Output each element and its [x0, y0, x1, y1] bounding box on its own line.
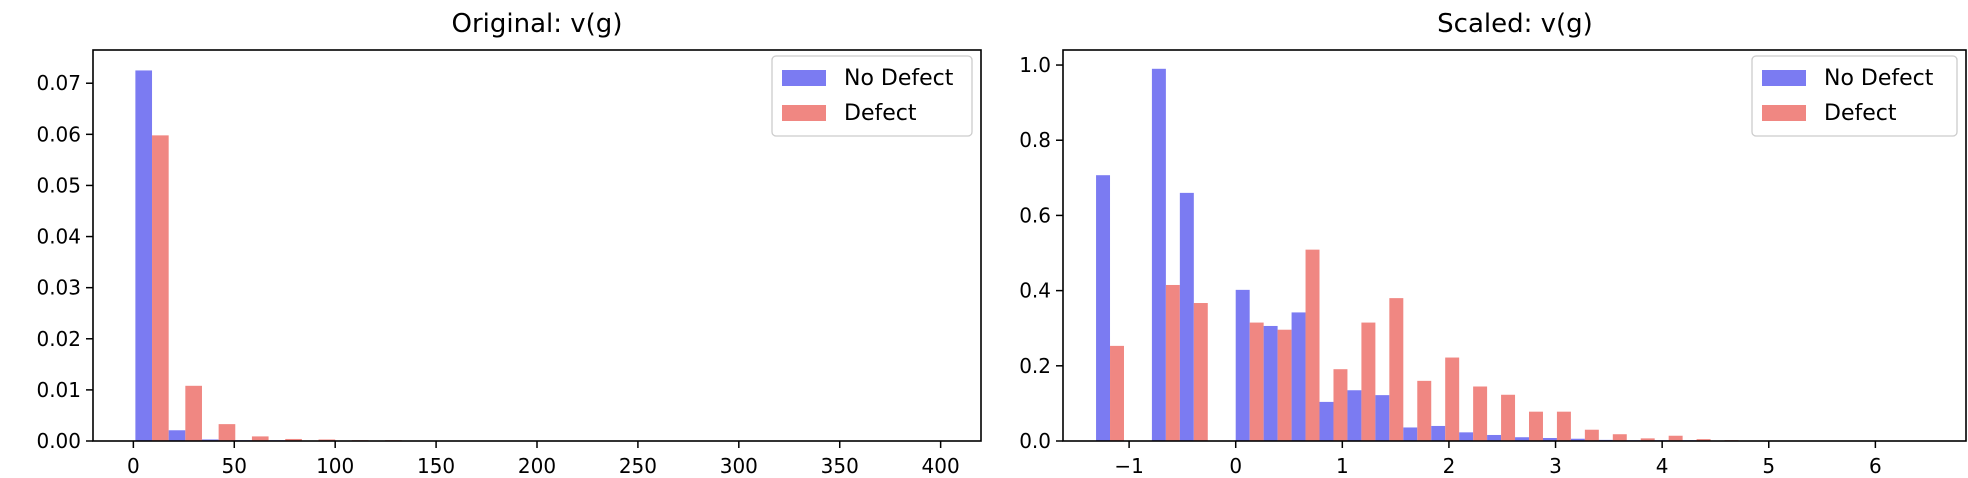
scaled-legend-label-defect: Defect: [1824, 101, 1897, 126]
scaled-bar-no-defect-6: [1263, 325, 1278, 441]
scaled-xtick-label: 0: [1229, 454, 1242, 478]
original-xtick-label: 250: [619, 454, 657, 478]
original-xtick-label: 0: [127, 454, 140, 478]
panel-scaled-legend: No Defect Defect: [1751, 55, 1958, 137]
scaled-xtick-label: −1: [1114, 454, 1143, 478]
panel-original-ticks: 0 50 100 150 200 250 300 350 400 0.00 0.01 0.02 0.03…: [36, 71, 959, 478]
scaled-bar-defect-5: [1249, 322, 1264, 441]
original-ytick-label: 0.02: [36, 327, 81, 351]
original-ytick-label: 0.05: [36, 173, 81, 197]
scaled-bar-no-defect-11: [1403, 427, 1418, 441]
scaled-bar-defect-15: [1529, 411, 1543, 441]
original-legend-swatch-defect: [782, 105, 826, 121]
original-bar-defect-0: [152, 135, 169, 442]
original-xtick-label: 200: [518, 454, 556, 478]
scaled-bar-defect-21: [1696, 439, 1711, 441]
scaled-bar-defect-11: [1417, 380, 1432, 441]
original-ytick-label: 0.01: [36, 378, 81, 402]
panel-original-axes-frame: [92, 49, 982, 442]
original-xtick-label: 100: [316, 454, 354, 478]
panel-scaled: Scaled: v(g) −1 0 1 2 3 4 5 6 0.0 0.2 0.4 0.6 0.8 1.0…: [1019, 9, 1967, 478]
panel-original: Original: v(g) 0 50 100 150 200 250 300 350 4000…: [36, 9, 982, 478]
scaled-bar-no-defect-0: [1096, 175, 1111, 441]
scaled-bar-defect-7: [1305, 249, 1320, 441]
scaled-bar-no-defect-5: [1235, 289, 1250, 441]
scaled-xtick-label: 3: [1549, 454, 1562, 478]
scaled-xtick-label: 4: [1656, 454, 1669, 478]
scaled-bar-defect-3: [1193, 303, 1208, 441]
scaled-ytick-label: 1.0: [1019, 53, 1051, 77]
scaled-bar-defect-20: [1668, 435, 1683, 441]
scaled-bar-no-defect-8: [1319, 401, 1334, 441]
scaled-ytick-label: 0.6: [1019, 203, 1051, 227]
scaled-xtick-label: 6: [1869, 454, 1882, 478]
original-ytick-label: 0.03: [36, 276, 81, 300]
scaled-legend-swatch-defect: [1762, 105, 1806, 121]
original-ytick-label: 0.07: [36, 71, 81, 95]
scaled-bar-defect-14: [1501, 394, 1516, 441]
original-ytick-label: 0.04: [36, 225, 81, 249]
original-legend-label-no-defect: No Defect: [844, 66, 954, 91]
panel-scaled-bars: [1096, 68, 1739, 442]
scaled-xtick-label: 1: [1336, 454, 1349, 478]
original-ytick-label: 0.06: [36, 122, 81, 146]
original-xtick-label: 350: [821, 454, 859, 478]
panel-scaled-title: Scaled: v(g): [1437, 9, 1593, 39]
scaled-bar-defect-13: [1473, 386, 1488, 441]
panel-original-legend: No Defect Defect: [771, 55, 973, 137]
scaled-bar-defect-18: [1612, 434, 1627, 441]
scaled-bar-no-defect-14: [1487, 434, 1502, 441]
original-bar-defect-2: [218, 424, 236, 441]
scaled-bar-defect-10: [1389, 298, 1404, 441]
original-bar-defect-1: [185, 385, 202, 441]
scaled-bar-defect-6: [1277, 329, 1292, 441]
scaled-bar-defect-16: [1556, 411, 1571, 441]
original-xtick-label: 150: [417, 454, 455, 478]
scaled-bar-no-defect-17: [1570, 438, 1585, 441]
scaled-bar-no-defect-2: [1151, 68, 1166, 442]
panel-scaled-axes-frame: [1062, 49, 1967, 442]
scaled-bar-defect-9: [1361, 322, 1376, 441]
scaled-ytick-label: 0.8: [1019, 128, 1051, 152]
scaled-bar-no-defect-15: [1515, 437, 1529, 441]
scaled-bar-no-defect-9: [1347, 390, 1362, 441]
scaled-bar-defect-0: [1110, 345, 1124, 441]
original-xtick-label: 400: [922, 454, 960, 478]
scaled-bar-no-defect-12: [1431, 425, 1446, 441]
scaled-bar-no-defect-10: [1375, 395, 1390, 441]
scaled-legend-label-no-defect: No Defect: [1824, 66, 1934, 91]
scaled-bar-defect-12: [1445, 357, 1460, 441]
scaled-bar-defect-17: [1584, 429, 1599, 441]
scaled-bar-no-defect-13: [1459, 432, 1474, 441]
scaled-xtick-label: 2: [1443, 454, 1456, 478]
panel-original-title: Original: v(g): [452, 9, 623, 39]
original-ytick-label: 0.00: [36, 429, 81, 453]
original-xtick-label: 50: [222, 454, 247, 478]
original-bar-no-defect-0: [135, 70, 153, 441]
scaled-ytick-label: 0.2: [1019, 354, 1051, 378]
scaled-bar-defect-8: [1333, 369, 1348, 441]
original-bar-defect-3: [251, 436, 269, 441]
scaled-xtick-label: 5: [1762, 454, 1775, 478]
scaled-legend-swatch-no-defect: [1762, 70, 1806, 86]
scaled-ytick-label: 0.4: [1019, 279, 1051, 303]
original-bar-no-defect-1: [168, 430, 186, 441]
scaled-ytick-label: 0.0: [1019, 429, 1051, 453]
scaled-bar-no-defect-3: [1179, 192, 1194, 441]
original-legend-label-defect: Defect: [844, 101, 917, 126]
panel-original-bars: [135, 70, 402, 442]
panel-scaled-ticks: −1 0 1 2 3 4 5 6 0.0 0.2 0.4 0.6 0.8 1.0: [1019, 53, 1882, 478]
original-bar-defect-4: [285, 438, 302, 441]
scaled-bar-defect-19: [1640, 438, 1655, 441]
scaled-bar-no-defect-7: [1291, 312, 1306, 441]
original-legend-swatch-no-defect: [782, 70, 826, 86]
scaled-bar-no-defect-16: [1542, 437, 1557, 441]
scaled-bar-defect-2: [1165, 284, 1180, 441]
original-xtick-label: 300: [720, 454, 758, 478]
